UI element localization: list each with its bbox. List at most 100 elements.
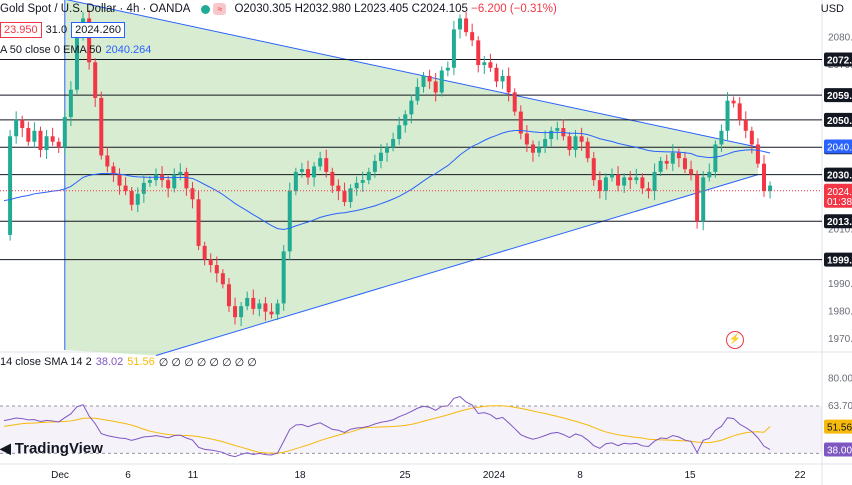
candle-body bbox=[245, 297, 250, 307]
candle-body bbox=[74, 34, 79, 90]
candle-body bbox=[220, 273, 225, 285]
candle-body bbox=[439, 70, 444, 93]
candle-body bbox=[20, 119, 25, 129]
candle-body bbox=[184, 171, 189, 189]
candle-body bbox=[530, 144, 535, 153]
candle-body bbox=[56, 141, 61, 148]
ohlc-low: L2023.405 bbox=[354, 3, 409, 15]
candle-body bbox=[38, 130, 43, 150]
level-price-label: 2072. bbox=[827, 56, 852, 67]
candle-body bbox=[269, 311, 274, 315]
candle-body bbox=[166, 180, 171, 189]
candle-body bbox=[597, 180, 602, 192]
rsi-marker-label: 38.00 bbox=[827, 446, 852, 457]
currency-label: USD bbox=[820, 3, 844, 15]
level-price-label-bg bbox=[824, 167, 852, 182]
tradingview-logo[interactable]: ◀ TradingView bbox=[0, 440, 103, 457]
candle-body bbox=[725, 100, 730, 131]
candle-body bbox=[147, 180, 152, 183]
candle-body bbox=[342, 191, 347, 203]
time-tick-label: 25 bbox=[399, 470, 411, 481]
triangle-pattern-fill bbox=[64, 0, 758, 356]
candle-body bbox=[287, 191, 292, 252]
candle-body bbox=[445, 67, 450, 71]
candle-body bbox=[543, 139, 548, 148]
level-price-label: 1999. bbox=[827, 256, 852, 267]
ohlc-open: O2030.305 bbox=[234, 3, 292, 15]
candle-body bbox=[330, 171, 335, 186]
candle-body bbox=[676, 152, 681, 159]
candle-body bbox=[26, 128, 31, 142]
time-tick-label: 2024 bbox=[483, 470, 506, 481]
candle-body bbox=[664, 160, 669, 164]
buy-button[interactable]: 2024.260 bbox=[71, 22, 125, 38]
time-tick-label: 6 bbox=[125, 470, 131, 481]
candle-body bbox=[281, 251, 286, 304]
candle-body bbox=[336, 185, 341, 192]
ema-legend-value: 2040.264 bbox=[105, 44, 152, 56]
candle-body bbox=[117, 174, 122, 186]
ohlc-values: O2030.305 H2032.980 L2023.405 C2024.105 … bbox=[234, 3, 556, 15]
candle-body bbox=[293, 171, 298, 192]
candle-body bbox=[397, 125, 402, 140]
candle-body bbox=[567, 136, 572, 150]
candle-body bbox=[385, 147, 390, 153]
candle-body bbox=[312, 166, 317, 178]
candle-body bbox=[762, 163, 766, 192]
candle-body bbox=[372, 160, 377, 172]
candle-body bbox=[476, 40, 481, 66]
wave-icon[interactable]: ≈ bbox=[213, 3, 227, 15]
candle-body bbox=[263, 303, 268, 312]
candle-body bbox=[306, 169, 310, 178]
candle-body bbox=[494, 67, 499, 82]
candle-body bbox=[178, 171, 183, 175]
symbol-title[interactable]: Gold Spot / U.S. Dollar · 4h · OANDA bbox=[0, 3, 191, 15]
chart-header: Gold Spot / U.S. Dollar · 4h · OANDA ≈ O… bbox=[0, 1, 557, 17]
time-tick-label: 11 bbox=[188, 470, 199, 481]
candle-body bbox=[421, 75, 426, 87]
rsi-marker-bg bbox=[824, 442, 852, 457]
level-price-label-bg bbox=[824, 52, 852, 67]
candle-body bbox=[524, 133, 529, 145]
candle-body bbox=[518, 111, 523, 134]
rsi-legend[interactable]: 14 close SMA 14 2 38.02 51.56 ∅ ∅ ∅ ∅ ∅ … bbox=[0, 356, 257, 369]
candle-body bbox=[603, 177, 608, 192]
candle-body bbox=[354, 182, 359, 189]
candle-body bbox=[299, 169, 304, 172]
candle-body bbox=[622, 177, 627, 186]
candle-body bbox=[573, 136, 578, 150]
ema-legend-label: A 50 close 0 EMA 50 bbox=[0, 44, 102, 56]
candle-body bbox=[318, 158, 323, 167]
candle-body bbox=[391, 139, 396, 148]
candle-body bbox=[749, 130, 754, 145]
candle-body bbox=[670, 152, 675, 164]
candle-body bbox=[105, 155, 110, 167]
candle-body bbox=[464, 18, 469, 33]
rsi-tick-label: 80.00 bbox=[828, 373, 852, 384]
candle-body bbox=[701, 177, 706, 222]
level-price-label: 2030. bbox=[827, 171, 852, 182]
ohlc-high: H2032.980 bbox=[294, 3, 351, 15]
ema-legend[interactable]: A 50 close 0 EMA 50 2040.264 bbox=[0, 44, 151, 56]
tradingview-logo-text: TradingView bbox=[14, 440, 103, 457]
candle-body bbox=[537, 147, 542, 153]
rsi-legend-label: 14 close SMA 14 2 bbox=[0, 356, 92, 368]
sell-button[interactable]: 23.950 bbox=[0, 22, 42, 38]
time-tick-label: 22 bbox=[794, 470, 806, 481]
candle-body bbox=[233, 306, 238, 318]
candle-body bbox=[378, 152, 383, 161]
lightning-icon[interactable]: ⚡ bbox=[726, 331, 744, 349]
candle-body bbox=[755, 144, 760, 164]
candle-body bbox=[202, 245, 207, 260]
candle-body bbox=[93, 62, 98, 98]
candle-body bbox=[208, 259, 213, 266]
level-price-label-bg bbox=[824, 88, 852, 103]
candle-body bbox=[488, 62, 493, 68]
candle-body bbox=[87, 18, 92, 63]
level-price-label: 2013. bbox=[827, 217, 852, 228]
candle-body bbox=[226, 284, 231, 307]
candle-body bbox=[99, 97, 104, 156]
candle-body bbox=[123, 185, 128, 192]
candle-body bbox=[658, 160, 663, 172]
